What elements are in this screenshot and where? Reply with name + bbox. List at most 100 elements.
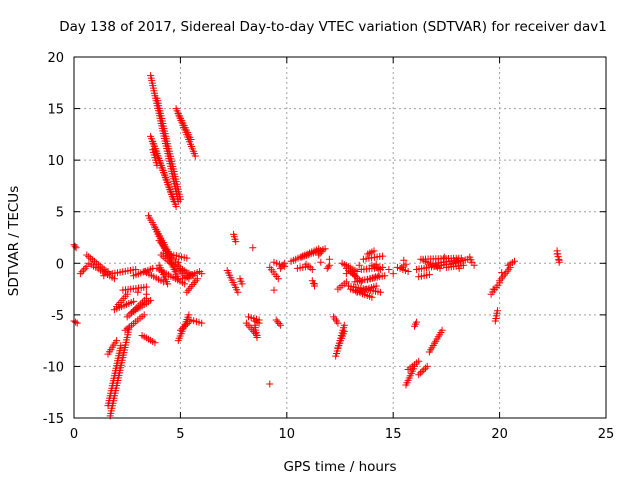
data-point [381, 272, 389, 280]
data-point [325, 255, 333, 263]
x-tick-label: 25 [598, 427, 615, 442]
data-point [499, 273, 507, 281]
y-tick-label: -10 [43, 360, 64, 375]
data-point [422, 364, 429, 372]
data-point [340, 327, 348, 335]
data-point [279, 261, 287, 269]
x-tick-label: 20 [491, 427, 508, 442]
data-point [415, 371, 423, 379]
data-point [183, 288, 191, 296]
data-point [276, 264, 284, 272]
data-point [153, 161, 161, 169]
data-point [72, 318, 80, 326]
data-point [142, 283, 150, 291]
data-point [555, 256, 563, 264]
data-point [73, 319, 81, 327]
data-point [123, 290, 131, 298]
data-point [238, 280, 246, 288]
data-point [489, 285, 497, 293]
data-point [113, 337, 121, 345]
data-point [372, 282, 380, 290]
data-point [180, 323, 188, 331]
data-point [511, 257, 518, 265]
data-point [350, 271, 358, 279]
data-point [420, 366, 428, 374]
chart-title: Day 138 of 2017, Sidereal Day-to-day VTE… [59, 19, 607, 35]
data-point [423, 362, 431, 370]
data-point [191, 152, 199, 160]
data-point [100, 272, 108, 280]
data-point [179, 267, 186, 274]
y-tick-label: -5 [51, 309, 64, 324]
data-point [187, 136, 195, 143]
data-point [340, 321, 348, 329]
data-point [189, 281, 197, 288]
data-point [270, 286, 278, 294]
data-point [185, 318, 193, 326]
data-point [83, 251, 91, 259]
data-point [189, 272, 197, 280]
data-point [176, 326, 184, 334]
data-point [368, 293, 376, 301]
data-point [325, 261, 333, 269]
data-point [104, 268, 112, 275]
data-point [308, 266, 316, 273]
data-point [400, 256, 408, 264]
data-point [318, 248, 326, 256]
data-point [316, 249, 324, 257]
data-point [404, 268, 412, 275]
data-point [402, 260, 410, 268]
data-point [498, 269, 506, 277]
data-point [319, 246, 327, 254]
data-point [85, 253, 93, 261]
data-point [80, 266, 88, 274]
data-point [342, 278, 350, 286]
data-point [183, 254, 191, 262]
data-point [379, 252, 387, 260]
data-point [278, 263, 286, 271]
data-point [274, 275, 282, 283]
data-point [234, 288, 242, 296]
data-point [355, 261, 363, 269]
data-point [249, 244, 257, 252]
data-point [385, 266, 393, 273]
data-point [370, 247, 378, 255]
data-point [174, 258, 182, 266]
data-point [372, 260, 380, 268]
data-point [184, 320, 191, 327]
data-point [266, 380, 274, 388]
data-point [334, 319, 342, 327]
data-point [497, 275, 505, 283]
data-point [190, 279, 198, 287]
data-point [187, 282, 195, 290]
data-point [389, 270, 397, 278]
data-point [176, 195, 184, 203]
data-point [275, 320, 283, 327]
data-point [342, 270, 350, 278]
data-point [470, 261, 478, 269]
y-tick-label: 20 [47, 51, 64, 66]
data-point [352, 273, 360, 281]
data-point [553, 250, 561, 258]
data-point [181, 280, 189, 288]
data-point [455, 264, 463, 272]
x-axis-label: GPS time / hours [283, 459, 396, 475]
data-point [315, 251, 323, 259]
data-point [376, 288, 384, 296]
data-point [459, 261, 467, 269]
y-tick-label: -15 [43, 412, 64, 427]
data-point [178, 325, 186, 333]
axis-ticks: 0 5 10 15 20 25 -15 -10 -5 0 5 10 15 20 [43, 51, 615, 442]
data-point [415, 357, 423, 365]
y-tick-label: 10 [47, 154, 64, 169]
data-point [198, 270, 206, 278]
y-tick-label: 15 [47, 103, 64, 118]
data-point [193, 275, 201, 283]
data-point [140, 311, 148, 319]
data-point [164, 280, 172, 288]
data-point [255, 319, 263, 327]
data-point [416, 369, 424, 377]
data-point [376, 266, 384, 273]
data-point [253, 334, 261, 341]
data-point [311, 280, 318, 288]
